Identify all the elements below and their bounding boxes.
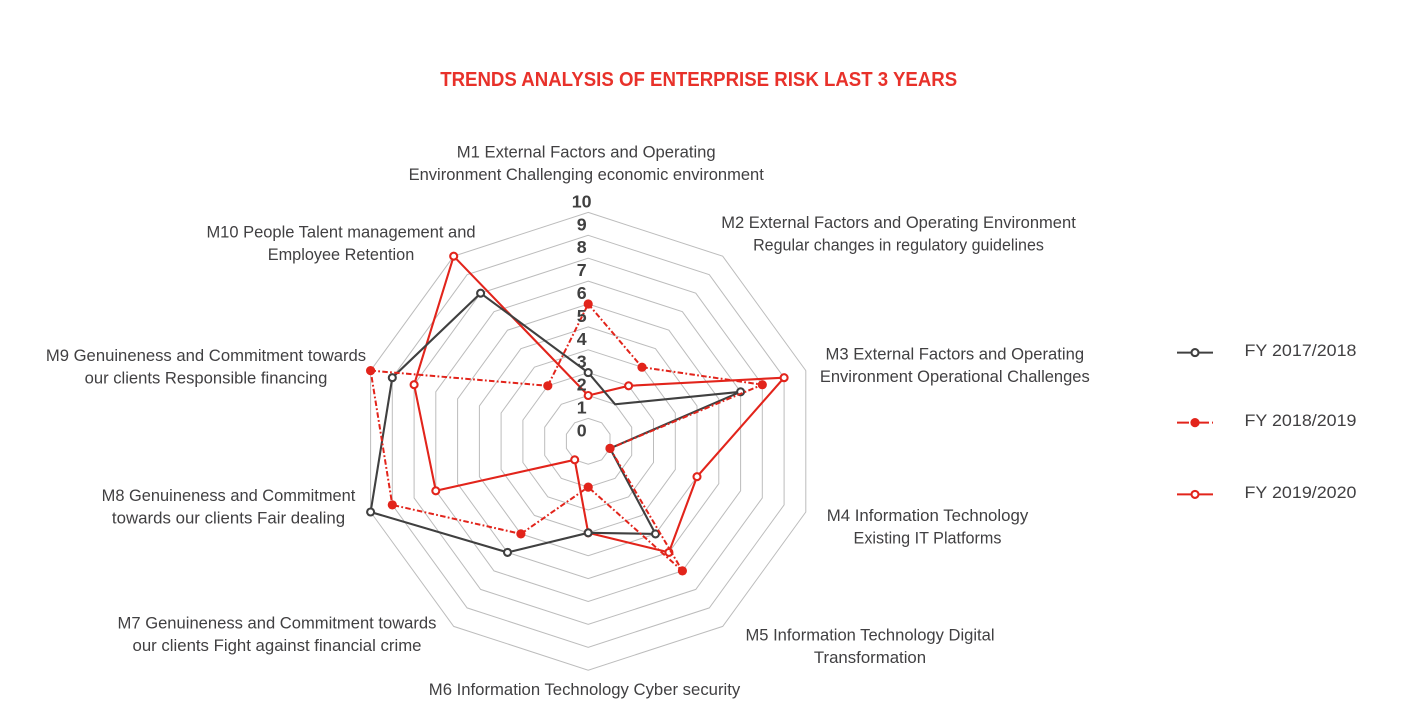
svg-text:M9 Genuineness and Commitment: M9 Genuineness and Commitment towards bbox=[46, 346, 366, 365]
svg-text:Transformation: Transformation bbox=[814, 648, 926, 667]
svg-text:Environment Challenging econom: Environment Challenging economic environ… bbox=[409, 165, 764, 184]
svg-text:M10 People Talent management a: M10 People Talent management and bbox=[206, 222, 475, 241]
svg-text:10: 10 bbox=[572, 191, 592, 211]
svg-text:FY 2017/2018: FY 2017/2018 bbox=[1245, 342, 1357, 360]
svg-text:Environment Operational Challe: Environment Operational Challenges bbox=[820, 367, 1090, 386]
svg-text:Employee Retention: Employee Retention bbox=[268, 245, 415, 264]
svg-text:M4 Information Technology: M4 Information Technology bbox=[827, 506, 1029, 525]
svg-text:TRENDS ANALYSIS OF ENTERPRISE: TRENDS ANALYSIS OF ENTERPRISE RISK LAST … bbox=[440, 69, 957, 91]
svg-text:0: 0 bbox=[577, 420, 587, 440]
svg-text:towards our clients Fair deali: towards our clients Fair dealing bbox=[112, 509, 345, 528]
svg-text:M3 External Factors and Operat: M3 External Factors and Operating bbox=[826, 344, 1085, 363]
svg-text:M8 Genuineness and Commitment: M8 Genuineness and Commitment bbox=[102, 486, 356, 505]
svg-text:9: 9 bbox=[577, 214, 587, 234]
svg-text:4: 4 bbox=[577, 329, 587, 349]
svg-text:FY 2019/2020: FY 2019/2020 bbox=[1245, 484, 1357, 502]
svg-text:6: 6 bbox=[577, 283, 587, 303]
svg-text:M7 Genuineness and Commitment: M7 Genuineness and Commitment towards bbox=[118, 613, 437, 632]
svg-text:Regular changes in regulatory: Regular changes in regulatory guidelines bbox=[753, 235, 1044, 254]
svg-text:2: 2 bbox=[577, 375, 587, 395]
svg-text:M5 Information Technology Digi: M5 Information Technology Digital bbox=[746, 626, 995, 645]
svg-text:FY 2018/2019: FY 2018/2019 bbox=[1245, 412, 1357, 430]
svg-text:our clients Responsible financ: our clients Responsible financing bbox=[85, 369, 328, 388]
svg-text:5: 5 bbox=[577, 306, 587, 326]
svg-text:Existing IT Platforms: Existing IT Platforms bbox=[854, 529, 1002, 548]
svg-text:7: 7 bbox=[577, 260, 587, 280]
svg-text:1: 1 bbox=[577, 397, 587, 417]
svg-text:3: 3 bbox=[577, 352, 587, 372]
svg-text:our clients Fight against fina: our clients Fight against financial crim… bbox=[133, 636, 422, 655]
svg-text:M6 Information Technology Cybe: M6 Information Technology Cyber security bbox=[429, 680, 741, 699]
svg-text:M2 External Factors and Operat: M2 External Factors and Operating Enviro… bbox=[721, 213, 1076, 232]
svg-text:M1 External Factors and Operat: M1 External Factors and Operating bbox=[457, 143, 716, 162]
svg-text:8: 8 bbox=[577, 237, 587, 257]
